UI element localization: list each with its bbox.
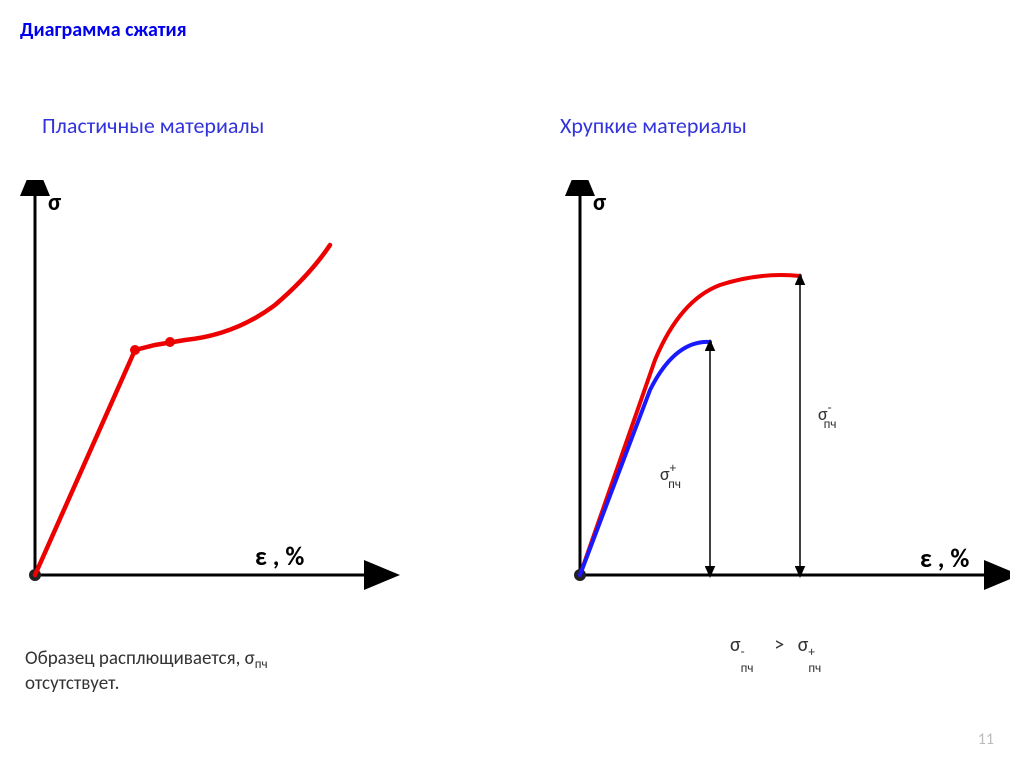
page-title: Диаграмма сжатия — [20, 18, 187, 42]
page-number: 11 — [978, 730, 994, 749]
inequality: σпч- > σпч+ — [730, 633, 828, 657]
x-axis-label-left: ε , % — [255, 540, 304, 572]
sigma-plus-label: σ+пч — [660, 461, 681, 492]
caption-left: Образец расплющивается, σпч отсутствует. — [25, 647, 268, 696]
y-axis-label-right: σ — [593, 188, 606, 217]
right-subtitle: Хрупкие материалы — [560, 112, 747, 139]
x-axis-label-right: ε , % — [920, 542, 969, 574]
sigma-minus-label: σ-пч — [818, 401, 836, 432]
left-chart: σ ε , % — [15, 180, 415, 610]
y-axis-label-left: σ — [48, 188, 61, 217]
right-chart: σ ε , % σ+пч σ-пч — [560, 180, 1010, 610]
left-subtitle: Пластичные материалы — [42, 112, 264, 139]
